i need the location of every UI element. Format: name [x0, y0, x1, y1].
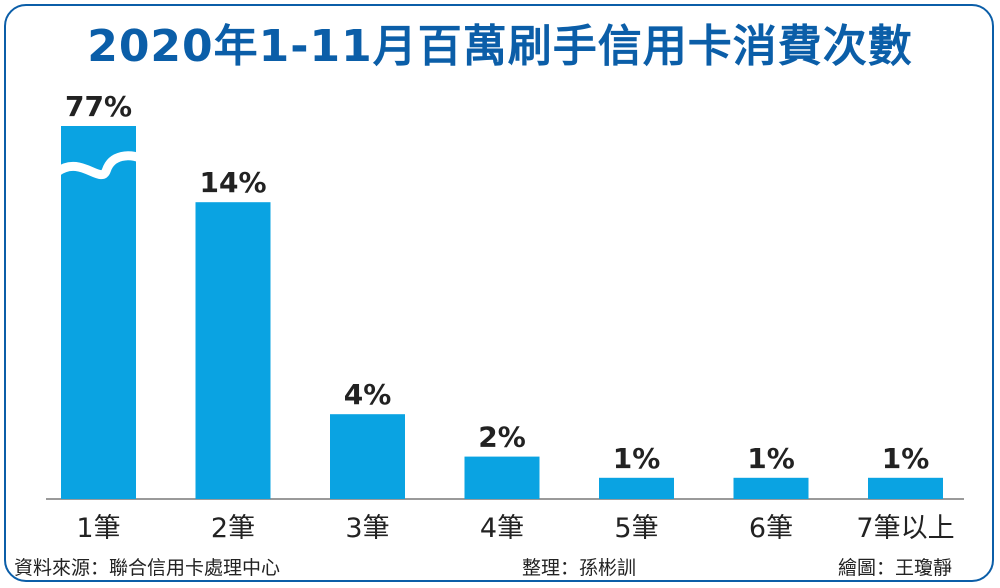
category-label-6: 6筆: [749, 513, 793, 544]
footer-source: 資料來源：聯合信用卡處理中心: [14, 557, 281, 579]
value-label-1: 77%: [65, 90, 132, 123]
value-label-7: 1%: [882, 442, 930, 475]
value-label-5: 1%: [613, 442, 661, 475]
category-label-3: 3筆: [345, 513, 389, 544]
value-labels-group: 77% 14% 4% 2% 1% 1% 1%: [65, 90, 929, 475]
bars-group: [54, 126, 943, 499]
value-label-6: 1%: [747, 442, 795, 475]
bar-4: [464, 456, 540, 499]
category-label-4: 4筆: [480, 513, 524, 544]
axis-break-mark: [54, 151, 142, 180]
category-labels-group: 1筆 2筆 3筆 4筆 5筆 6筆 7筆以上: [76, 513, 954, 544]
value-label-4: 2%: [478, 421, 526, 454]
category-label-1: 1筆: [76, 513, 120, 544]
footer-editor: 整理：孫彬訓: [522, 557, 637, 579]
footer-artist: 繪圖：王瓊靜: [838, 557, 953, 579]
bar-5: [599, 477, 674, 499]
bar-6: [733, 477, 809, 499]
value-label-2: 14%: [199, 166, 266, 199]
category-label-5: 5筆: [614, 513, 658, 544]
category-label-2: 2筆: [211, 513, 255, 544]
value-label-3: 4%: [344, 378, 392, 411]
bar-3: [330, 414, 405, 499]
bar-2: [195, 202, 271, 499]
bar-7: [868, 477, 943, 499]
chart-title: 2020年1-11月百萬刷手信用卡消費次數: [87, 21, 913, 72]
bar-1: [61, 126, 136, 499]
category-label-7: 7筆以上: [856, 513, 954, 544]
